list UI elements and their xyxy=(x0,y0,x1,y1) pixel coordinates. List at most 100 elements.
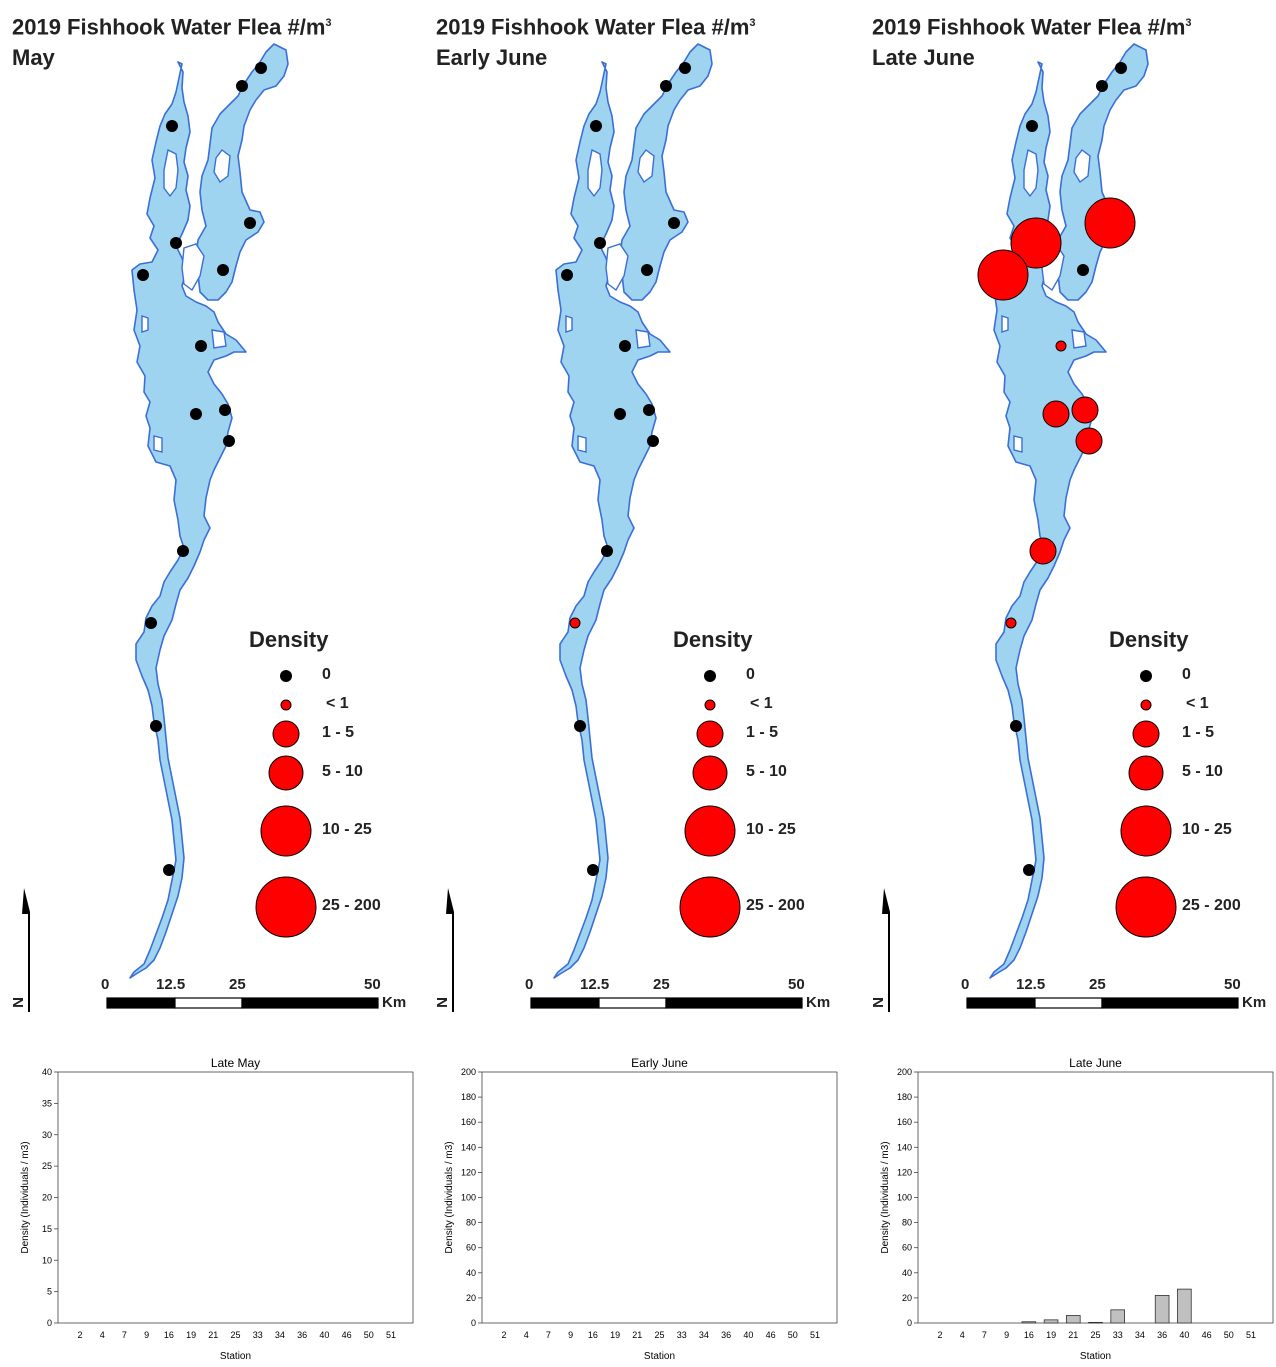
sample-site-marker xyxy=(236,80,248,92)
bar xyxy=(1065,1315,1081,1324)
x-tick-label: 21 xyxy=(208,1330,218,1340)
lake-east-arm xyxy=(195,43,289,301)
map-title-text: 2019 Fishhook Water Flea #/m xyxy=(12,14,326,40)
lake-east-arm xyxy=(619,43,713,301)
map-panel-early-june: 2019 Fishhook Water Flea #/m3 Early June… xyxy=(424,0,849,1040)
sample-site-marker xyxy=(1071,396,1099,424)
scale-bar-label: 12.5 xyxy=(1016,976,1046,993)
sample-site-marker xyxy=(619,340,631,352)
lake-island xyxy=(153,435,163,453)
scale-bar-unit: Km xyxy=(1242,994,1267,1011)
north-label: N xyxy=(869,997,887,1008)
x-tick-label: 16 xyxy=(1024,1330,1034,1340)
sample-site-marker xyxy=(679,62,691,74)
scale-bar-label: 50 xyxy=(788,976,805,993)
y-tick-label: 180 xyxy=(461,1092,476,1102)
chart-title: Late June xyxy=(1069,1056,1122,1070)
legend-symbol xyxy=(280,670,292,682)
bar-chart-late-may: Late May 0 5 10 15 20 25 30 35 40 2 4 7 9 16 19 21 25 33 34… xyxy=(0,1050,425,1367)
bar-chart-svg: Early June 0 20 40 60 80 100 120 140 160 180 200 2 4 7… xyxy=(444,1056,838,1362)
x-tick-label: 46 xyxy=(766,1330,776,1340)
plot-frame xyxy=(57,1071,414,1324)
y-tick-label: 30 xyxy=(42,1130,52,1140)
sample-site-marker xyxy=(660,80,672,92)
x-tick-label: 25 xyxy=(230,1330,240,1340)
lake-map xyxy=(22,43,379,1012)
x-tick-label: 40 xyxy=(1179,1330,1189,1340)
y-tick-label: 120 xyxy=(897,1167,912,1177)
map-title-text: 2019 Fishhook Water Flea #/m xyxy=(872,14,1186,40)
y-tick-label: 100 xyxy=(461,1193,476,1203)
north-label: N xyxy=(9,997,27,1008)
y-tick-label: 15 xyxy=(42,1224,52,1234)
sample-site-marker xyxy=(594,237,606,249)
map-panel-late-june: 2019 Fishhook Water Flea #/m3 Late June … xyxy=(860,0,1276,1040)
x-tick-label: 34 xyxy=(1135,1330,1145,1340)
chart-title: Late May xyxy=(211,1056,260,1070)
legend-label: 0 xyxy=(322,666,331,683)
lake-island xyxy=(1013,435,1023,453)
y-tick-label: 20 xyxy=(902,1293,912,1303)
x-tick-label: 2 xyxy=(501,1330,506,1340)
legend-label: < 1 xyxy=(750,695,773,712)
scale-bar-segment xyxy=(241,997,379,1009)
legend-symbol xyxy=(260,805,312,857)
legend-symbol xyxy=(1128,755,1164,791)
y-tick-label: 80 xyxy=(902,1218,912,1228)
y-tick-label: 160 xyxy=(461,1117,476,1127)
north-arrow-icon xyxy=(882,888,890,1012)
sample-site-marker xyxy=(614,408,626,420)
lake-island xyxy=(605,243,629,292)
scale-bar-label: 0 xyxy=(525,976,534,993)
sample-site-marker xyxy=(569,617,581,629)
lake-east-arm xyxy=(1055,43,1149,301)
bar xyxy=(1154,1294,1170,1324)
x-tick-label: 33 xyxy=(1113,1330,1123,1340)
legend-symbol xyxy=(1140,699,1152,711)
y-tick-label: 40 xyxy=(42,1067,52,1077)
x-tick-label: 9 xyxy=(568,1330,573,1340)
legend-label: 10 - 25 xyxy=(746,821,796,838)
y-tick-label: 200 xyxy=(897,1067,912,1077)
x-tick-label: 34 xyxy=(699,1330,709,1340)
scale-bar-unit: Km xyxy=(806,994,831,1011)
scale-bar-segment xyxy=(966,997,1036,1009)
sample-site-marker xyxy=(668,217,680,229)
sample-site-marker xyxy=(170,237,182,249)
bar-chart-svg: Late May 0 5 10 15 20 25 30 35 40 2 4 7 9 16 19 21 25 33 34… xyxy=(20,1056,414,1362)
legend-symbol xyxy=(696,720,724,748)
x-axis-label: Station xyxy=(644,1351,675,1362)
sample-site-marker xyxy=(643,404,655,416)
legend-label: 25 - 200 xyxy=(1182,897,1241,914)
x-tick-label: 2 xyxy=(77,1330,82,1340)
legend-symbol xyxy=(684,805,736,857)
scale-bar-segment xyxy=(530,997,600,1009)
bar xyxy=(1088,1321,1103,1324)
scale-bar-label: 0 xyxy=(961,976,970,993)
sample-site-marker xyxy=(1010,217,1062,269)
x-tick-label: 51 xyxy=(1246,1330,1256,1340)
north-arrow-icon xyxy=(22,888,30,1012)
sample-site-marker xyxy=(561,269,573,281)
legend-label: 10 - 25 xyxy=(1182,821,1232,838)
y-tick-label: 180 xyxy=(897,1092,912,1102)
sample-site-marker xyxy=(219,404,231,416)
plot-frame xyxy=(481,1071,838,1324)
bar xyxy=(1043,1319,1059,1324)
x-tick-label: 36 xyxy=(1157,1330,1167,1340)
sample-site-marker xyxy=(150,720,162,732)
legend-label: 5 - 10 xyxy=(322,763,363,780)
lake-island xyxy=(565,315,573,333)
sample-site-marker xyxy=(1026,120,1038,132)
y-tick-label: 160 xyxy=(897,1117,912,1127)
chart-title: Early June xyxy=(631,1056,688,1070)
lake-island xyxy=(181,243,205,292)
sample-site-marker xyxy=(244,217,256,229)
legend-symbol xyxy=(704,670,716,682)
scale-bar-label: 12.5 xyxy=(580,976,610,993)
bar xyxy=(1177,1288,1192,1324)
lake-island xyxy=(1023,148,1039,198)
bar-chart-late-june: Late June 0 20 40 60 80 100 120 140 160 180 200 2 4 7 9… xyxy=(860,1050,1276,1367)
bar xyxy=(1021,1321,1037,1324)
sample-site-marker xyxy=(163,864,175,876)
